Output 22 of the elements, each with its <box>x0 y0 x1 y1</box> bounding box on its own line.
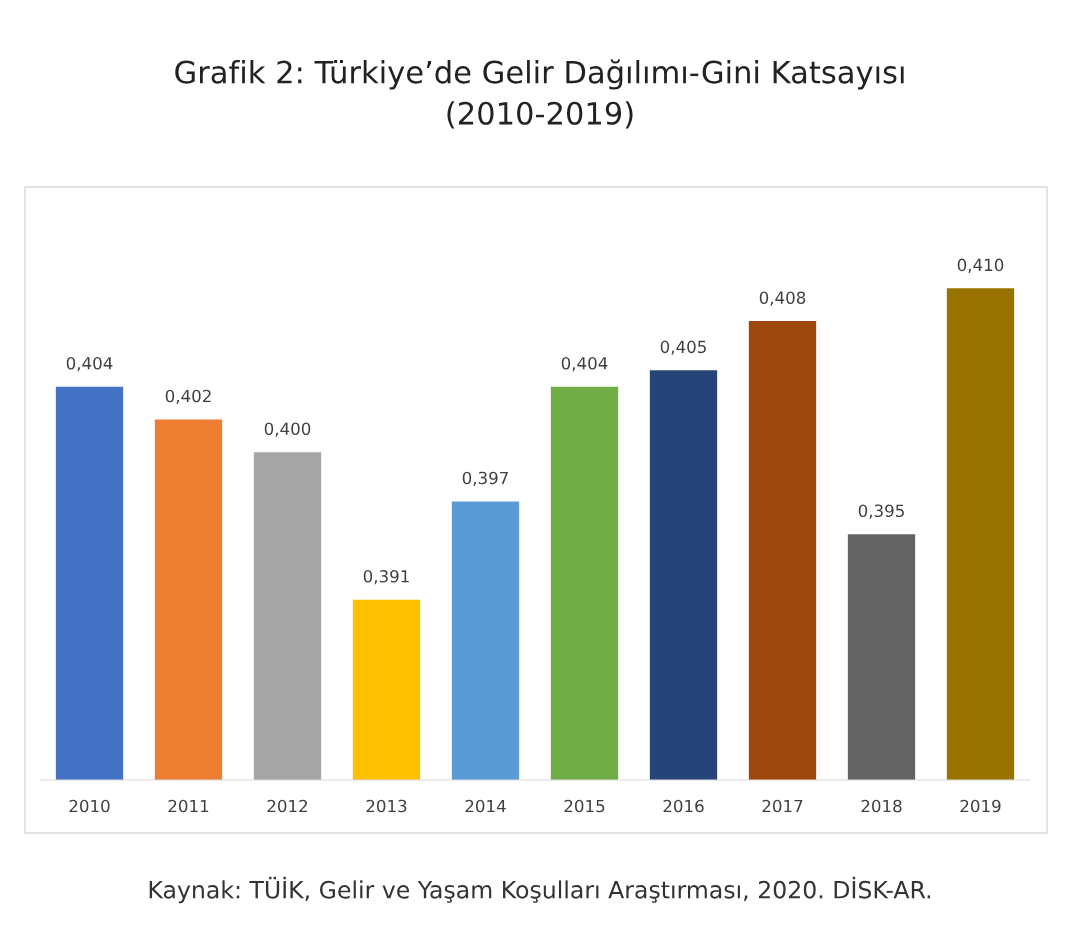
text: Kaynak: TÜİK, Gelir ve Yaşam Koşulları Araştırması, 2020. DİSK-AR. <box>149 876 931 904</box>
x-tick-label: 2012 <box>267 799 308 813</box>
data-label: 0,397 <box>462 471 508 486</box>
data-label: 0,395 <box>858 504 904 519</box>
data-label: 0,408 <box>759 291 806 306</box>
data-label: 0,402 <box>165 389 211 405</box>
data-label: 0,410 <box>957 258 1004 273</box>
x-tick-label: 2017 <box>762 799 803 813</box>
x-tick-label: 2010 <box>69 799 110 813</box>
x-tick-label: 2018 <box>861 799 902 813</box>
data-label: 0,404 <box>66 356 113 372</box>
data-label: 0,404 <box>561 356 608 372</box>
data-label: 0,400 <box>264 422 311 437</box>
x-tick-label: 2013 <box>366 799 407 813</box>
x-tick-label: 2014 <box>465 799 506 813</box>
chart-title: Grafik 2: Türkiye’de Gelir Dağılımı-Gini Katsayısı (2010-2019) <box>175 59 904 129</box>
data-label: 0,405 <box>660 340 706 355</box>
data-label: 0,391 <box>363 570 409 585</box>
x-tick-label: 2011 <box>168 799 209 813</box>
x-tick-label: 2016 <box>663 799 704 813</box>
x-tick-label: 2019 <box>960 799 1001 813</box>
x-tick-label: 2015 <box>564 799 605 813</box>
